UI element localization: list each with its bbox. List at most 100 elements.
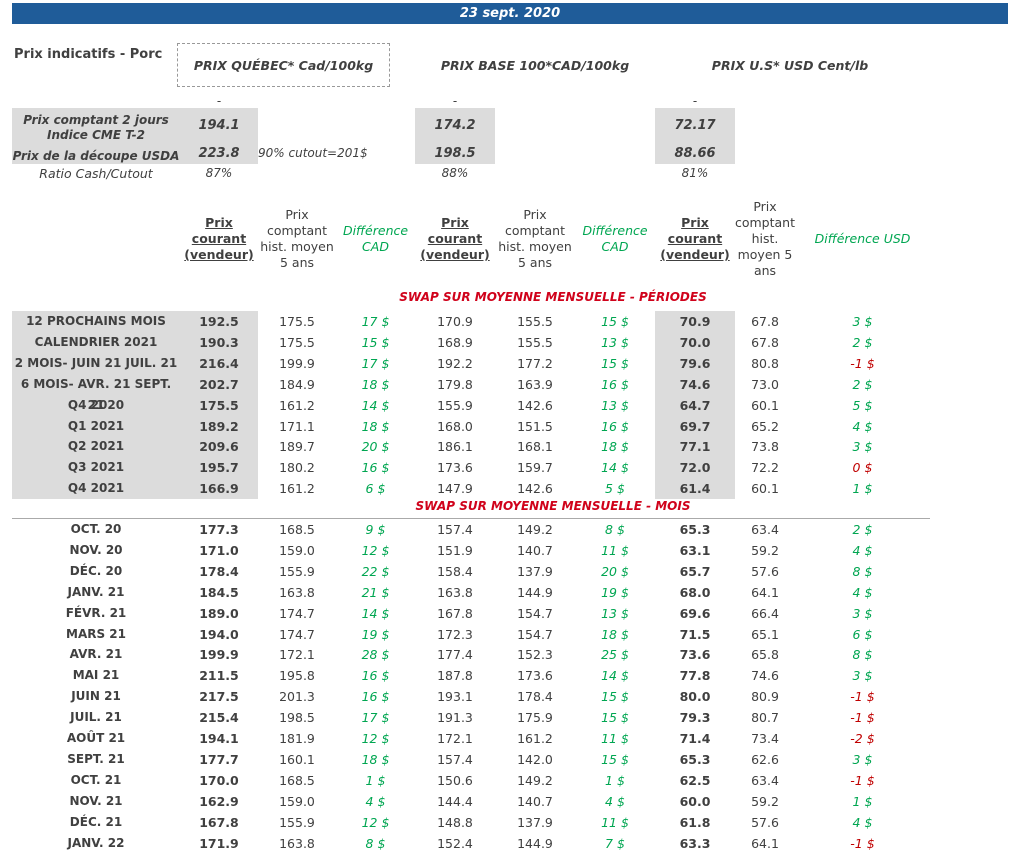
row-label: Q3 2021 xyxy=(67,460,125,475)
cell: 159.0 xyxy=(279,793,315,809)
column-header: Différence CAD xyxy=(582,223,648,254)
shade xyxy=(12,311,180,500)
row-label: SEPT. 21 xyxy=(67,751,125,766)
cell: 14 $ xyxy=(361,397,390,413)
cell: 73.8 xyxy=(751,439,779,455)
cell: 190.3 xyxy=(199,334,239,350)
cell: 64.1 xyxy=(751,835,779,851)
cell: 8 $ xyxy=(852,647,873,663)
cell: 70.9 xyxy=(679,314,711,329)
cell: 74.6 xyxy=(679,376,711,392)
cell: 59.2 xyxy=(751,793,779,809)
cell: 195.8 xyxy=(279,668,315,684)
cell: 65.3 xyxy=(679,522,711,537)
cell: 57.6 xyxy=(751,814,779,830)
column-header: Différence CAD xyxy=(342,223,409,254)
cell: 18 $ xyxy=(601,439,629,455)
marker: - xyxy=(216,94,222,108)
cell: 177.3 xyxy=(199,522,239,537)
cell: 159.0 xyxy=(279,542,315,558)
cell: 172.1 xyxy=(279,647,315,663)
column-header: Prix comptant hist. moyen 5 ans xyxy=(734,199,796,278)
cell: 72.2 xyxy=(751,460,779,476)
cell: 215.4 xyxy=(199,710,239,726)
cell: 180.2 xyxy=(279,460,315,476)
cell: 161.2 xyxy=(279,397,315,413)
cell: 72.0 xyxy=(679,460,711,476)
cell: 60.1 xyxy=(751,397,779,413)
cell: 137.9 xyxy=(517,563,553,579)
row-label: CALENDRIER 2021 xyxy=(34,334,158,349)
cell: 66.4 xyxy=(751,605,779,621)
cell: 177.4 xyxy=(437,647,473,663)
cell: 80.9 xyxy=(751,689,779,705)
cell: 1 $ xyxy=(852,793,873,809)
cell: 199.9 xyxy=(279,355,315,371)
cell: 2 $ xyxy=(852,522,873,537)
cell: 187.8 xyxy=(437,668,473,684)
ratio-value: 88% xyxy=(441,166,469,180)
cell: 144.9 xyxy=(517,835,553,851)
cell: 3 $ xyxy=(852,668,873,684)
row-label: 2 MOIS- JUIN 21 JUIL. 21 xyxy=(14,355,178,370)
cell: 178.4 xyxy=(199,563,239,579)
cell: 179.8 xyxy=(437,376,473,392)
cell: 16 $ xyxy=(601,376,629,392)
cell: 16 $ xyxy=(361,689,390,705)
cell: 199.9 xyxy=(199,647,239,663)
cell: 6 $ xyxy=(852,626,873,642)
cell: 64.7 xyxy=(679,397,711,413)
cell: 6 $ xyxy=(365,481,386,497)
cell: 7 $ xyxy=(605,835,625,851)
cell: 189.7 xyxy=(279,439,315,455)
row-label: FÉVR. 21 xyxy=(65,605,127,620)
cell: 63.3 xyxy=(679,835,711,851)
cell: 22 $ xyxy=(361,563,390,579)
cell: 80.7 xyxy=(751,710,779,726)
cell: 211.5 xyxy=(199,668,239,684)
cell: 63.4 xyxy=(751,772,779,788)
indicator-value: 223.8 xyxy=(198,146,240,161)
cell: 173.6 xyxy=(437,460,473,476)
marker: - xyxy=(452,94,458,108)
cell: 13 $ xyxy=(601,397,629,413)
cell: 65.1 xyxy=(751,626,779,642)
cell: 61.4 xyxy=(679,481,711,497)
cell: 168.5 xyxy=(279,522,315,537)
cell: 9 $ xyxy=(365,522,386,537)
row-label: 6 MOIS- AVR. 21 SEPT. 21 xyxy=(20,376,172,412)
row-label: MAI 21 xyxy=(72,668,120,683)
cell: 162.9 xyxy=(199,793,239,809)
cell: 15 $ xyxy=(601,710,629,726)
cell: 201.3 xyxy=(279,689,315,705)
cell: 2 $ xyxy=(852,376,873,392)
indicator-bg xyxy=(415,108,495,164)
cell: 163.8 xyxy=(279,835,315,851)
ratio-value: 87% xyxy=(205,166,233,180)
cell: 177.2 xyxy=(517,355,553,371)
cell: 152.3 xyxy=(517,647,553,663)
cell: 166.9 xyxy=(199,481,239,497)
cell: 73.4 xyxy=(751,731,779,746)
indicator-label: Prix comptant 2 jours Indice CME T-2 xyxy=(23,113,169,142)
cell: 217.5 xyxy=(199,689,239,705)
cell: 8 $ xyxy=(852,563,873,579)
row-label: DÉC. 20 xyxy=(69,563,123,578)
cell: 19 $ xyxy=(601,584,629,600)
cell: 184.9 xyxy=(279,376,315,392)
cell: 174.7 xyxy=(279,605,315,621)
date-bar: 23 sept. 2020 xyxy=(12,3,1008,24)
cell: 192.5 xyxy=(199,314,239,329)
cell: 198.5 xyxy=(279,710,315,726)
cell: 168.9 xyxy=(437,334,473,350)
cell: 167.8 xyxy=(199,814,239,830)
cell: 171.9 xyxy=(199,835,239,851)
cell: 193.1 xyxy=(437,689,473,705)
ratio-value: 81% xyxy=(681,166,709,180)
cell: 11 $ xyxy=(601,814,629,830)
cell: 79.6 xyxy=(679,355,711,371)
cell: -1 $ xyxy=(850,835,875,851)
cell: 140.7 xyxy=(517,793,553,809)
cell: 64.1 xyxy=(751,584,779,600)
cell: 142.6 xyxy=(517,397,553,413)
